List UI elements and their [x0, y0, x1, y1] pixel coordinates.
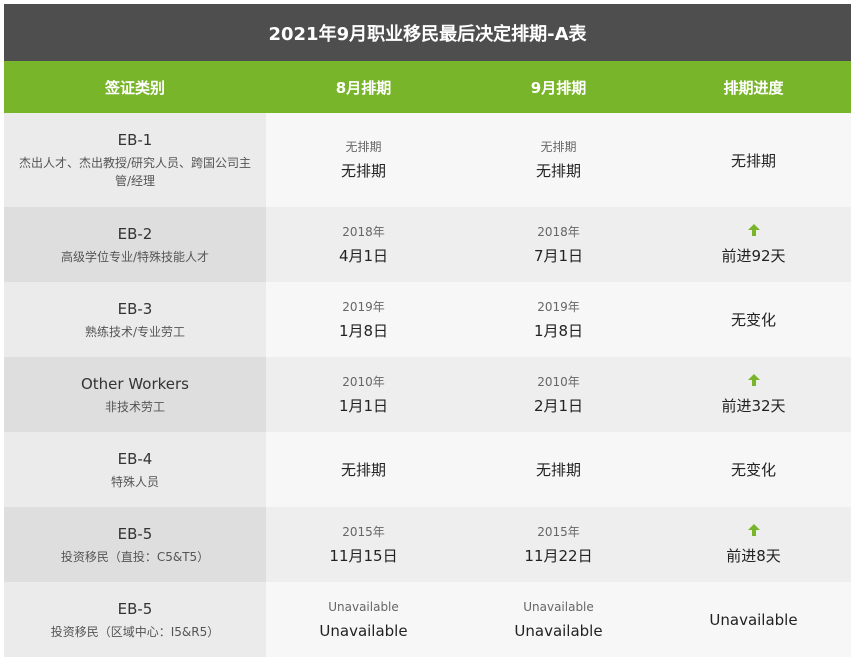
category-description: 投资移民（区域中心：I5&R5）	[50, 624, 220, 639]
table-row: EB-5 投资移民（区域中心：I5&R5） Unavailable Unavailab…	[4, 582, 851, 657]
august-cell: 无排期 无排期	[266, 113, 461, 207]
september-date: 无排期	[535, 461, 581, 479]
august-cell: 无排期	[266, 432, 461, 507]
table-row: EB-1 杰出人才、杰出教授/研究人员、跨国公司主管/经理 无排期 无排期 无排期 无排期…	[4, 113, 851, 207]
category-code: EB-5	[117, 524, 153, 543]
progress-text: Unavailable	[709, 610, 798, 629]
category-description: 熟练技术/专业劳工	[84, 324, 186, 339]
category-cell: EB-1 杰出人才、杰出教授/研究人员、跨国公司主管/经理	[4, 113, 266, 207]
september-cell: Unavailable Unavailable	[461, 582, 656, 657]
category-code: EB-3	[117, 299, 153, 318]
progress-cell: 无变化	[656, 282, 851, 357]
category-cell: EB-5 投资移民（直投：C5&T5）	[4, 507, 266, 582]
category-cell: EB-5 投资移民（区域中心：I5&R5）	[4, 582, 266, 657]
august-date: 1月8日	[338, 321, 389, 340]
progress-text: 无变化	[730, 311, 776, 329]
category-description: 非技术劳工	[104, 399, 165, 414]
header-august: 8月排期	[335, 78, 392, 97]
header-september: 9月排期	[530, 78, 587, 97]
progress-text: 无变化	[730, 461, 776, 479]
august-cell: 2010年 1月1日	[266, 357, 461, 432]
visa-bulletin-table: 2021年9月职业移民最后决定排期-A表 签证类别 8月排期 9月排期 排期进度…	[4, 4, 851, 657]
september-date: 无排期	[535, 162, 581, 180]
september-year: 2018年	[537, 224, 580, 239]
category-cell: EB-4 特殊人员	[4, 432, 266, 507]
progress-text: 无排期	[730, 151, 776, 170]
september-date: 2月1日	[533, 396, 584, 415]
category-code: EB-2	[117, 224, 153, 243]
table-row: EB-5 投资移民（直投：C5&T5） 2015年 11月15日 2015年 11月22日…	[4, 507, 851, 582]
september-cell: 2018年 7月1日	[461, 207, 656, 282]
category-description: 投资移民（直投：C5&T5）	[60, 549, 210, 564]
september-year: 2019年	[537, 299, 580, 314]
table-body: EB-1 杰出人才、杰出教授/研究人员、跨国公司主管/经理 无排期 无排期 无排期 无排期…	[4, 113, 851, 657]
header-progress: 排期进度	[723, 78, 784, 97]
header-category: 签证类别	[104, 78, 165, 97]
table-header: 签证类别 8月排期 9月排期 排期进度	[4, 61, 851, 113]
september-cell: 2010年 2月1日	[461, 357, 656, 432]
category-cell: EB-3 熟练技术/专业劳工	[4, 282, 266, 357]
august-cell: Unavailable Unavailable	[266, 582, 461, 657]
august-year: 2019年	[342, 299, 385, 314]
september-date: 7月1日	[533, 246, 584, 265]
september-date: 11月22日	[524, 546, 593, 565]
august-cell: 2015年 11月15日	[266, 507, 461, 582]
september-cell: 2019年 1月8日	[461, 282, 656, 357]
august-date: 11月15日	[329, 546, 398, 565]
august-date: Unavailable	[319, 621, 408, 640]
category-code: EB-5	[117, 599, 153, 618]
progress-cell: Unavailable	[656, 582, 851, 657]
progress-cell: 前进8天	[656, 507, 851, 582]
september-year: 2010年	[537, 374, 580, 389]
progress-text: 前进32天	[721, 397, 786, 415]
august-year: Unavailable	[328, 599, 399, 614]
september-date: Unavailable	[514, 621, 603, 640]
category-cell: EB-2 高级学位专业/特殊技能人才	[4, 207, 266, 282]
category-code: EB-4	[117, 449, 153, 468]
august-date: 1月1日	[338, 396, 389, 415]
category-code: Other Workers	[80, 374, 190, 393]
september-cell: 无排期	[461, 432, 656, 507]
table-row: EB-2 高级学位专业/特殊技能人才 2018年 4月1日 2018年 7月1日 前进92天	[4, 207, 851, 282]
september-date: 1月8日	[533, 321, 584, 340]
september-cell: 2015年 11月22日	[461, 507, 656, 582]
august-date: 无排期	[340, 162, 386, 180]
progress-text: 前进8天	[726, 547, 781, 565]
august-cell: 2019年 1月8日	[266, 282, 461, 357]
august-year: 无排期	[345, 140, 382, 154]
table-row: EB-4 特殊人员 无排期 无排期 无变化	[4, 432, 851, 507]
september-year: 无排期	[540, 140, 577, 154]
table-title: 2021年9月职业移民最后决定排期-A表	[4, 4, 851, 61]
category-code: EB-1	[117, 131, 153, 149]
august-date: 无排期	[340, 461, 386, 479]
august-year: 2018年	[342, 224, 385, 239]
august-year: 2010年	[342, 374, 385, 389]
category-description: 特殊人员	[110, 474, 159, 489]
category-description: 高级学位专业/特殊技能人才	[60, 249, 210, 264]
september-year: 2015年	[537, 524, 580, 539]
table-row: EB-3 熟练技术/专业劳工 2019年 1月8日 2019年 1月8日 无变化	[4, 282, 851, 357]
august-date: 4月1日	[338, 246, 389, 265]
up-arrow-icon	[747, 223, 761, 245]
progress-text: 前进92天	[721, 247, 786, 265]
category-cell: Other Workers 非技术劳工	[4, 357, 266, 432]
up-arrow-icon	[747, 373, 761, 395]
category-description: 杰出人才、杰出教授/研究人员、跨国公司主管/经理	[18, 156, 252, 188]
table-row: Other Workers 非技术劳工 2010年 1月1日 2010年 2月1日 前进32…	[4, 357, 851, 432]
progress-cell: 无变化	[656, 432, 851, 507]
september-year: Unavailable	[523, 599, 594, 614]
table-title-text: 2021年9月职业移民最后决定排期-A表	[268, 23, 587, 45]
progress-cell: 无排期	[656, 113, 851, 207]
september-cell: 无排期 无排期	[461, 113, 656, 207]
august-cell: 2018年 4月1日	[266, 207, 461, 282]
progress-cell: 前进92天	[656, 207, 851, 282]
august-year: 2015年	[342, 524, 385, 539]
up-arrow-icon	[747, 523, 761, 545]
progress-cell: 前进32天	[656, 357, 851, 432]
